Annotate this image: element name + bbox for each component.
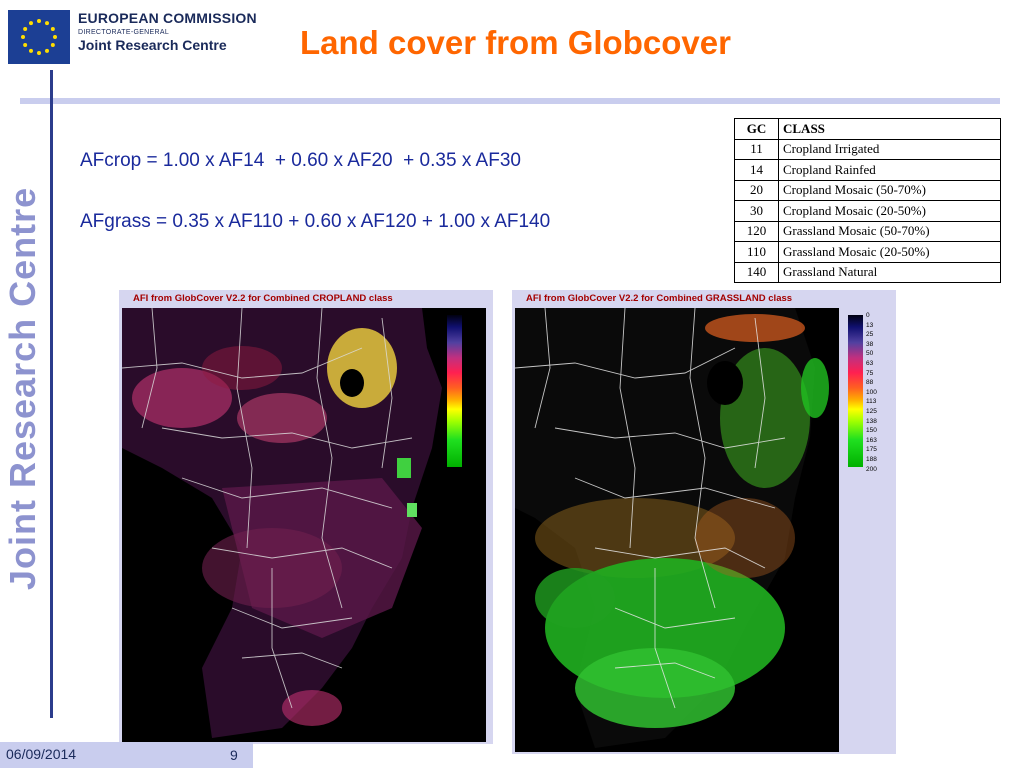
ec-jrc-logo: EUROPEAN COMMISSION DIRECTORATE-GENERAL … [8,8,257,64]
legend-label: 175 [465,446,476,454]
legend-label: 0 [866,312,870,319]
eu-star-icon [21,35,25,39]
formula-grass: AFgrass = 0.35 x AF110 + 0.60 x AF120 + … [80,211,551,232]
legend-label: 63 [866,359,874,367]
cropland-map-title: AFI from GlobCover V2.2 for Combined CRO… [133,293,393,304]
org-name: EUROPEAN COMMISSION [78,10,257,26]
gc-class: Cropland Irrigated [778,138,1001,160]
legend-label: 38 [465,340,473,348]
gc-code: 30 [734,200,779,222]
legend-label: 200 [866,465,877,473]
legend-label: 113 [866,398,877,406]
eu-star-icon [37,51,41,55]
legend-label: 188 [465,455,476,463]
gc-class: Cropland Rainfed [778,159,1001,181]
legend-label: 75 [465,369,473,377]
eu-star-icon [23,43,28,47]
legend-label: 150 [465,427,476,435]
legend-label: 63 [465,359,473,367]
side-label: Joint Research Centre [2,186,43,590]
side-rule [50,70,53,718]
eu-star-icon [53,35,57,39]
table-row: 11 Cropland Irrigated [734,138,1001,160]
legend-label: 125 [465,407,476,415]
cropland-map-panel: AFI from GlobCover V2.2 for Combined CRO… [119,290,493,744]
legend-label: 75 [866,369,874,377]
eu-flag-icon [8,10,70,64]
legend-labels: 0 13 25 38 50 63 75 88 100 113 125 138 1… [866,311,877,474]
gc-class-table: GC CLASS 11 Cropland Irrigated 14 Cropland… [734,118,1001,283]
legend-label: 88 [866,379,874,387]
table-row: 110 Grassland Mosaic (20-50%) [734,241,1001,263]
legend-labels: 0 13 25 38 50 63 75 88 100 113 125 138 1… [465,311,476,474]
legend-label: 113 [465,398,476,406]
gc-code: 120 [734,220,779,242]
legend-label: 25 [465,331,473,339]
grassland-map-title: AFI from GlobCover V2.2 for Combined GRA… [526,293,793,304]
legend-label: 150 [866,427,877,435]
formula-crop: AFcrop = 1.00 x AF14 + 0.60 x AF20 + 0.3… [80,150,521,171]
eu-star-icon [45,21,49,26]
table-row: 140 Grassland Natural [734,261,1001,283]
table-row: 14 Cropland Rainfed [734,159,1001,181]
table-header-row: GC CLASS [734,118,1001,140]
header-divider [20,98,1000,104]
jrc-name: Joint Research Centre [78,37,227,53]
legend-label: 163 [465,436,476,444]
legend-label: 188 [866,455,877,463]
eu-star-icon [45,48,49,53]
cropland-map-image [122,308,486,742]
legend-label: 200 [465,465,476,473]
eu-star-icon [23,27,28,31]
gc-code: 110 [734,241,779,263]
legend-label: 163 [866,436,877,444]
eu-star-icon [29,21,33,26]
slide-title: Land cover from Globcover [300,24,731,61]
legend-label: 25 [866,331,874,339]
legend-label: 13 [866,321,874,329]
legend-label: 0 [465,312,469,319]
gc-class: Grassland Mosaic (50-70%) [778,220,1001,242]
gc-class: Cropland Mosaic (20-50%) [778,200,1001,222]
legend-label: 100 [866,388,877,396]
legend-label: 50 [465,350,473,358]
legend-label: 138 [465,417,476,425]
legend-label: 88 [465,379,473,387]
grassland-map-image [515,308,839,752]
eu-star-icon [50,43,55,47]
legend-color-bar [848,315,863,467]
grassland-map-panel: AFI from GlobCover V2.2 for Combined GRA… [512,290,896,754]
eu-star-icon [50,27,55,31]
gc-class: Cropland Mosaic (50-70%) [778,179,1001,201]
eu-star-icon [29,48,33,53]
gc-class: Grassland Natural [778,261,1001,283]
eu-star-icon [37,19,41,23]
legend-label: 50 [866,350,874,358]
legend-label: 100 [465,388,476,396]
table-row: 20 Cropland Mosaic (50-70%) [734,179,1001,201]
legend-label: 38 [866,340,874,348]
table-row: 30 Cropland Mosaic (20-50%) [734,200,1001,222]
dg-label: DIRECTORATE-GENERAL [78,29,170,36]
gc-class: Grassland Mosaic (20-50%) [778,241,1001,263]
header-class: CLASS [778,118,1001,140]
page-number: 9 [230,747,238,763]
gc-code: 14 [734,159,779,181]
header-gc: GC [734,118,779,140]
footer-date: 06/09/2014 [6,746,77,762]
legend-color-bar [447,315,462,467]
legend-label: 175 [866,446,877,454]
gc-code: 11 [734,138,779,160]
footer-bar: 06/09/2014 9 [0,742,253,768]
table-row: 120 Grassland Mosaic (50-70%) [734,220,1001,242]
legend-label: 138 [866,417,877,425]
legend-label: 13 [465,321,473,329]
gc-code: 140 [734,261,779,283]
gc-code: 20 [734,179,779,201]
legend-label: 125 [866,407,877,415]
